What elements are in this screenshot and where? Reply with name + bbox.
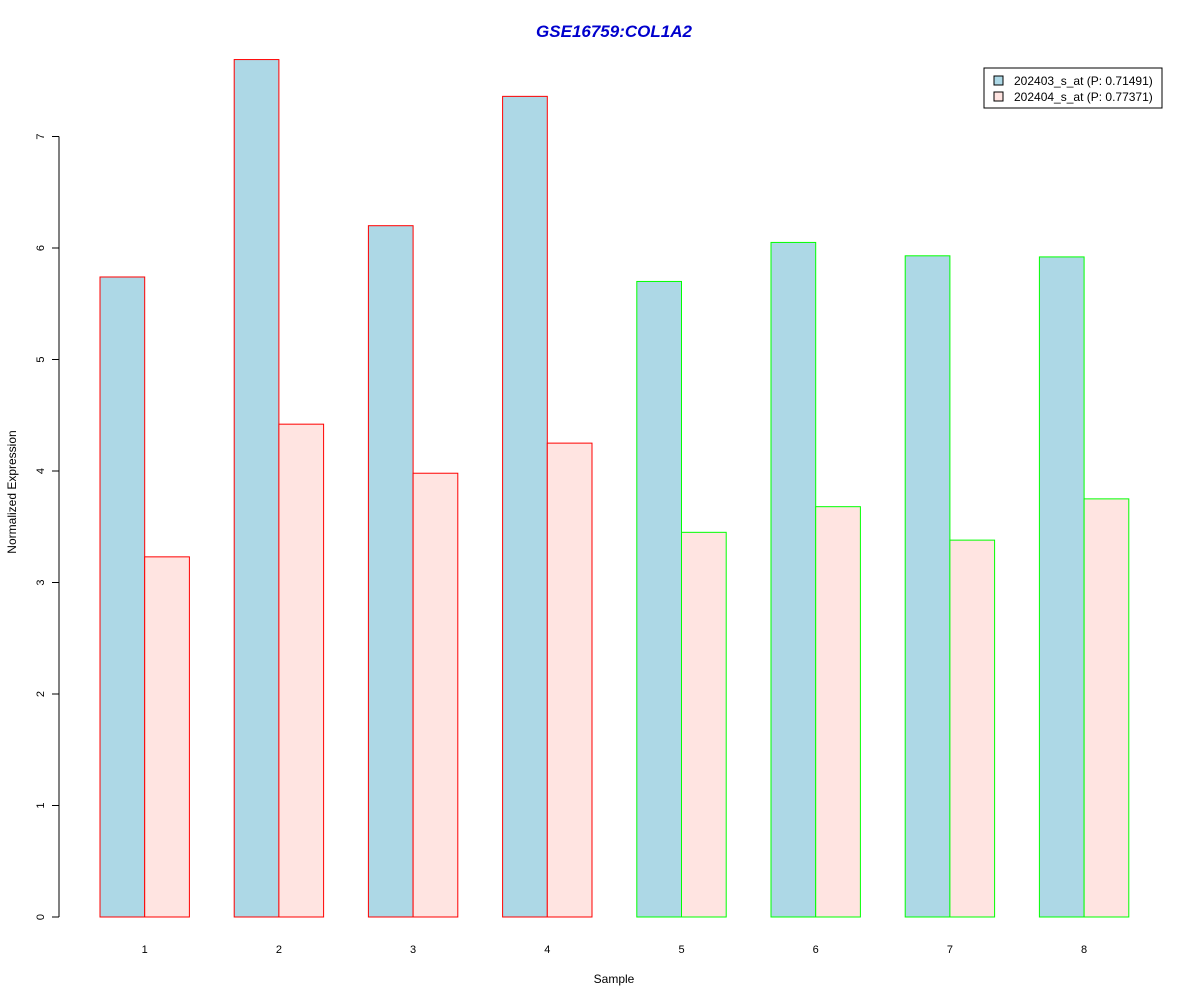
legend-box [983,67,1163,109]
legend-swatch [993,75,1004,86]
x-axis-tick-label: 7 [947,944,953,956]
bar-sample-7-series-1 [904,255,951,918]
y-axis-tick-label: 4 [35,468,47,474]
y-axis-tick-label: 1 [35,802,47,808]
y-axis: 0 1 2 3 4 5 6 7 [35,133,60,920]
x-axis-tick-label: 2 [276,944,282,956]
x-axis-tick-label: 5 [678,944,684,956]
x-axis-tick-label: 1 [142,944,148,956]
legend-entry-label: 202404_s_at (P: 0.77371) [1014,90,1153,104]
bar-sample-1-series-1 [99,276,146,918]
bar-group [99,59,1130,918]
x-axis-label: Sample [594,972,635,986]
legend: 202403_s_at (P: 0.71491) 202404_s_at (P: … [983,67,1163,109]
bar-sample-3-series-1 [367,225,414,918]
x-axis-tick-label: 8 [1081,944,1087,956]
bar-sample-2-series-1 [233,59,280,918]
y-axis-tick-label: 6 [35,245,47,251]
legend-swatch [993,91,1004,102]
bar-sample-8-series-2 [1083,498,1130,918]
y-axis-tick-label: 2 [35,691,47,697]
y-axis-tick-label: 5 [35,356,47,362]
legend-entry-label: 202403_s_at (P: 0.71491) [1014,74,1153,88]
bar-sample-8-series-1 [1038,256,1085,918]
bar-sample-4-series-1 [502,95,548,918]
bar-sample-5-series-2 [681,531,727,918]
bar-sample-4-series-2 [546,442,593,918]
y-axis-tick-label: 7 [35,133,47,139]
bar-sample-6-series-2 [815,506,861,918]
bar-sample-2-series-2 [278,423,325,918]
y-axis-tick-label: 3 [35,579,47,585]
x-axis-tick-label: 3 [410,944,416,956]
chart-title: GSE16759:COL1A2 [536,22,692,41]
x-axis-tick-label: 4 [544,944,550,956]
x-axis-tick-label: 6 [813,944,819,956]
y-axis-tick-label: 0 [35,914,47,920]
bar-sample-1-series-2 [144,556,190,918]
bar-sample-3-series-2 [412,472,459,918]
bar-sample-5-series-1 [636,280,682,918]
bar-sample-7-series-2 [949,539,996,918]
x-axis-tick-labels: 1 2 3 4 5 6 7 8 [142,944,1088,956]
bar-sample-6-series-1 [770,241,817,918]
y-axis-label: Normalized Expression [5,430,19,553]
